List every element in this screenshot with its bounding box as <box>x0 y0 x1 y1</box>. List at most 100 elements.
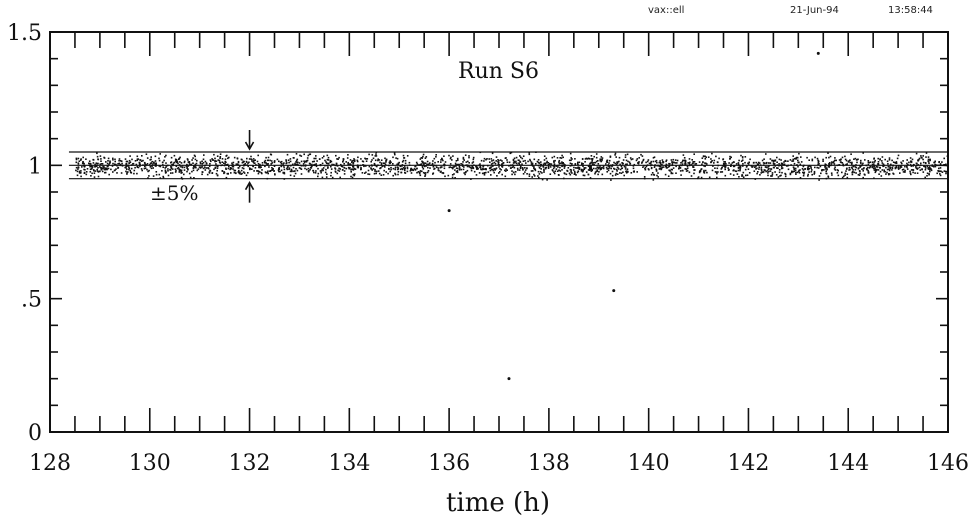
data-point <box>232 165 235 168</box>
data-point <box>155 163 157 166</box>
data-point <box>919 164 922 166</box>
lower-arrow-head <box>244 181 255 191</box>
data-point <box>90 168 93 170</box>
data-point <box>283 178 286 180</box>
data-point <box>220 164 222 167</box>
data-point <box>624 166 627 168</box>
data-point <box>126 165 128 167</box>
data-point <box>682 159 684 162</box>
data-point <box>188 161 191 163</box>
data-point <box>304 167 306 170</box>
data-point <box>375 155 378 157</box>
data-point <box>873 163 875 165</box>
data-point <box>558 169 560 171</box>
data-point <box>597 167 599 170</box>
data-point <box>278 170 280 173</box>
data-point <box>827 176 830 178</box>
data-point <box>760 170 763 172</box>
data-point <box>766 170 769 172</box>
data-point <box>615 168 618 171</box>
data-point <box>553 171 555 173</box>
data-point <box>540 161 542 163</box>
data-point <box>81 162 84 165</box>
data-point <box>795 158 797 160</box>
data-point <box>99 166 101 168</box>
data-point <box>419 158 422 160</box>
data-point <box>871 161 874 163</box>
data-point <box>146 168 148 171</box>
data-point <box>731 162 734 164</box>
data-point <box>906 168 909 170</box>
data-point <box>640 153 642 156</box>
data-point <box>505 170 507 172</box>
data-point <box>489 161 491 163</box>
data-point <box>947 161 949 163</box>
data-point <box>909 170 911 173</box>
data-point <box>324 164 326 167</box>
data-point <box>422 168 425 170</box>
data-point <box>754 178 757 180</box>
data-point <box>350 175 352 178</box>
data-point <box>326 164 328 167</box>
data-point <box>424 172 426 174</box>
data-point <box>588 169 591 171</box>
data-point <box>209 163 211 165</box>
data-point <box>583 174 586 177</box>
data-point <box>546 160 548 163</box>
data-point <box>665 160 667 163</box>
data-point <box>403 157 405 159</box>
data-point <box>841 156 844 159</box>
data-point <box>241 172 243 175</box>
data-point <box>121 165 124 167</box>
data-point <box>114 158 116 161</box>
data-point <box>441 157 443 160</box>
data-point <box>90 175 92 177</box>
data-point <box>896 157 899 160</box>
data-point <box>630 172 633 174</box>
data-point <box>214 160 216 163</box>
data-point <box>742 163 744 165</box>
data-point <box>917 167 919 170</box>
data-point <box>761 171 764 174</box>
data-point <box>453 173 455 175</box>
data-point <box>294 172 297 175</box>
data-point <box>292 166 295 169</box>
data-point <box>79 172 81 174</box>
data-point <box>797 161 799 164</box>
data-point <box>732 161 735 163</box>
data-point <box>574 163 577 165</box>
data-point <box>390 166 392 169</box>
data-point <box>929 170 931 173</box>
data-point <box>545 157 548 160</box>
data-point <box>327 166 329 168</box>
data-point <box>945 170 948 173</box>
data-point <box>537 164 540 167</box>
data-point <box>807 168 810 171</box>
data-point <box>251 168 253 170</box>
data-point <box>195 166 197 169</box>
data-point <box>457 159 459 161</box>
data-point <box>370 164 373 166</box>
data-point <box>323 155 325 158</box>
data-point <box>561 154 563 157</box>
data-point <box>522 169 524 171</box>
data-point <box>860 159 862 162</box>
data-point <box>927 167 929 169</box>
data-point <box>767 174 769 177</box>
data-point <box>500 169 502 171</box>
data-point <box>304 164 307 166</box>
data-point <box>665 159 668 161</box>
data-point <box>377 159 379 162</box>
x-tick-label: 134 <box>328 451 370 476</box>
data-point <box>901 162 903 165</box>
data-point <box>322 169 324 172</box>
data-point <box>670 159 673 161</box>
data-point <box>756 172 758 175</box>
data-point <box>824 168 827 170</box>
data-point <box>340 165 343 167</box>
data-point <box>737 163 740 166</box>
data-point <box>730 163 732 166</box>
data-point <box>580 170 583 172</box>
data-point <box>551 156 554 159</box>
data-point <box>749 158 751 161</box>
